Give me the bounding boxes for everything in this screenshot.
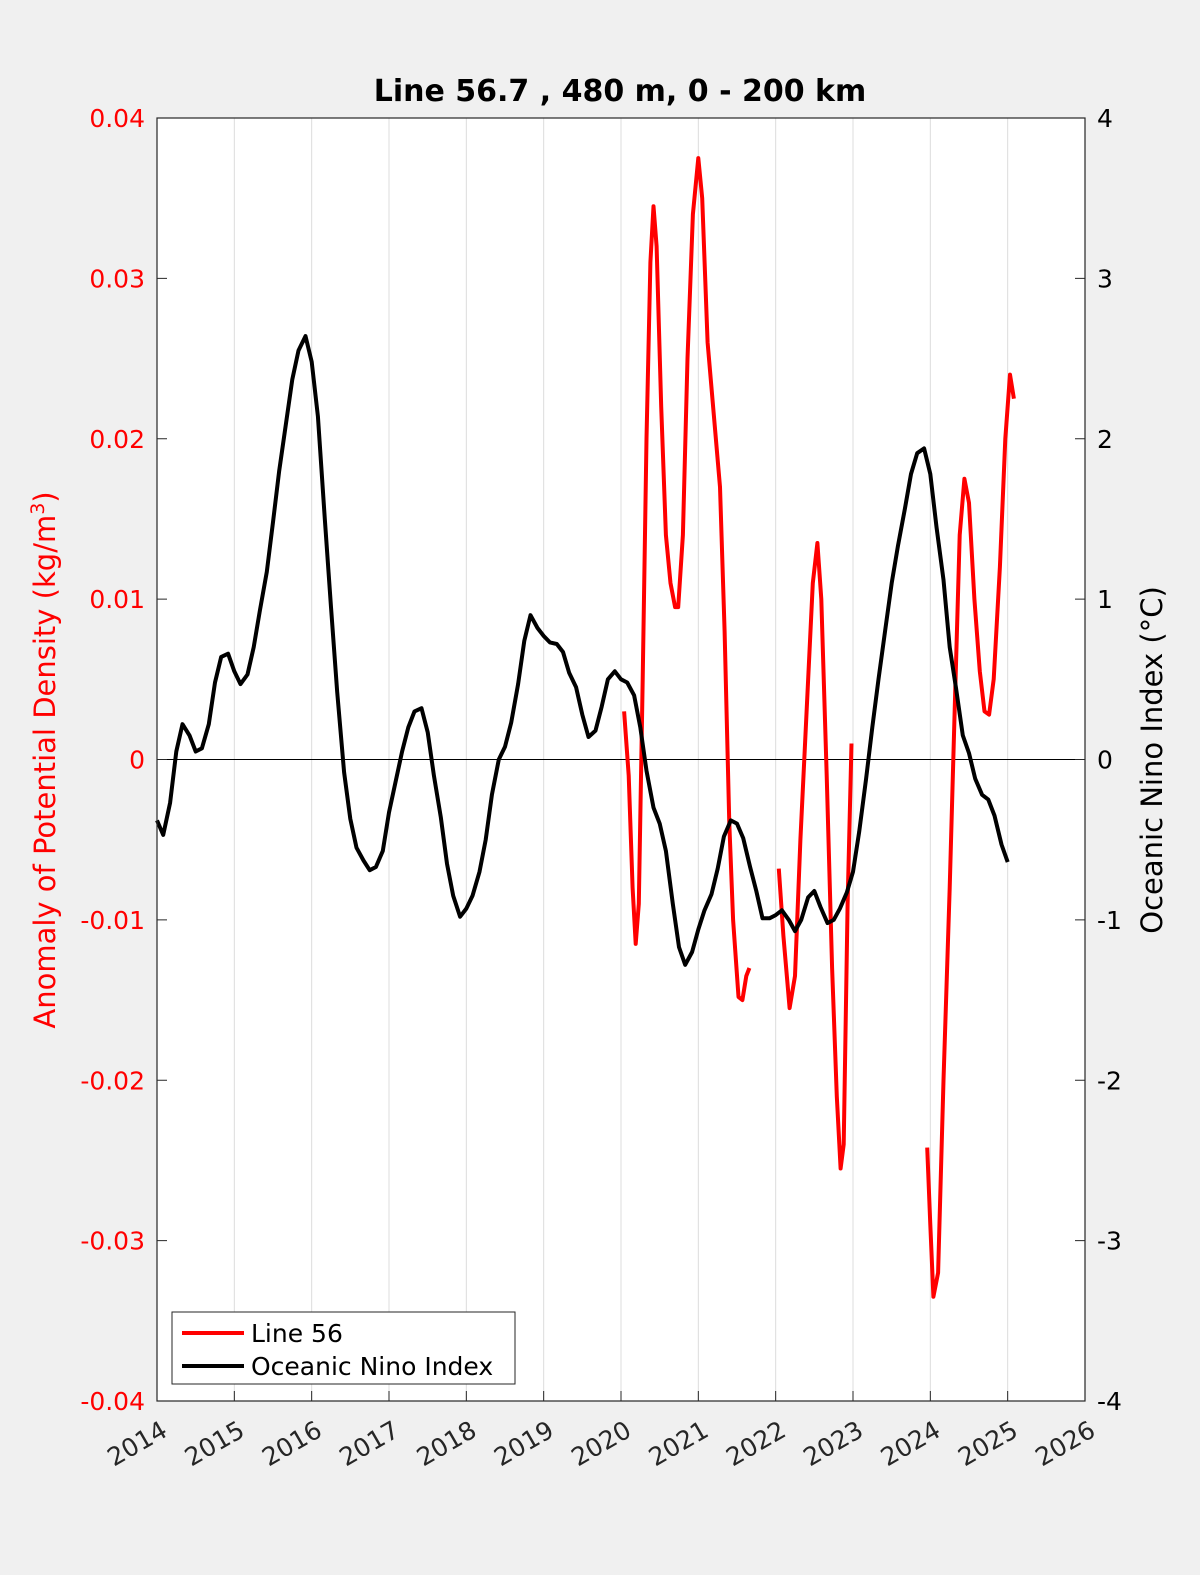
series-oceanic-nino-index-segment-1 bbox=[155, 334, 1010, 967]
series-layer bbox=[155, 156, 1016, 1299]
chart-title: Line 56.7 , 480 m, 0 - 200 km bbox=[374, 74, 867, 109]
left-y-tick-label-0: 0 bbox=[129, 746, 145, 775]
left-y-tick-label-0.02: 0.02 bbox=[89, 425, 145, 454]
left-y-tick-label--0.03: -0.03 bbox=[80, 1227, 145, 1256]
left-y-axis-label-superscript: 3 bbox=[27, 503, 49, 515]
right-y-tick-label-2: 2 bbox=[1097, 425, 1113, 454]
left-y-tick-label--0.01: -0.01 bbox=[80, 906, 145, 935]
left-y-axis-label: Anomaly of Potential Density (kg/m3) bbox=[27, 491, 62, 1028]
legend-box bbox=[171, 1311, 516, 1385]
left-y-axis-label-close: ) bbox=[28, 491, 62, 502]
left-y-tick-label-0.03: 0.03 bbox=[89, 264, 145, 293]
series-line-56-segment-3 bbox=[925, 372, 1016, 1299]
left-y-tick-label-0.01: 0.01 bbox=[89, 585, 145, 614]
right-y-axis: -4 -3 -2 -1 0 1 2 3 4 bbox=[1075, 104, 1122, 1416]
right-y-tick-label-3: 3 bbox=[1097, 264, 1113, 293]
left-y-axis-label-text: Anomaly of Potential Density (kg/m bbox=[28, 515, 62, 1029]
right-y-tick-label--3: -3 bbox=[1097, 1227, 1122, 1256]
legend-label-oni: Oceanic Nino Index bbox=[251, 1352, 493, 1381]
left-y-tick-label-0.04: 0.04 bbox=[89, 104, 145, 133]
series-line-56-segment-2 bbox=[776, 541, 854, 1171]
left-y-tick-label--0.04: -0.04 bbox=[80, 1387, 145, 1416]
left-y-tick-label--0.02: -0.02 bbox=[80, 1066, 145, 1095]
legend-label-line56: Line 56 bbox=[251, 1319, 343, 1348]
right-y-tick-label-4: 4 bbox=[1097, 104, 1113, 133]
right-y-tick-label-1: 1 bbox=[1097, 585, 1113, 614]
right-y-tick-label--2: -2 bbox=[1097, 1066, 1122, 1095]
right-y-tick-label--4: -4 bbox=[1097, 1387, 1122, 1416]
left-y-axis: -0.04 -0.03 -0.02 -0.01 0 0.01 0.02 0.03 0.04 bbox=[80, 104, 167, 1416]
series-line-56-segment-1 bbox=[622, 156, 752, 1003]
legend: Line 56 Oceanic Nino Index bbox=[171, 1311, 516, 1385]
right-y-tick-label-0: 0 bbox=[1097, 746, 1113, 775]
right-y-axis-label: Oceanic Nino Index (°C) bbox=[1135, 586, 1169, 934]
right-y-tick-label--1: -1 bbox=[1097, 906, 1122, 935]
